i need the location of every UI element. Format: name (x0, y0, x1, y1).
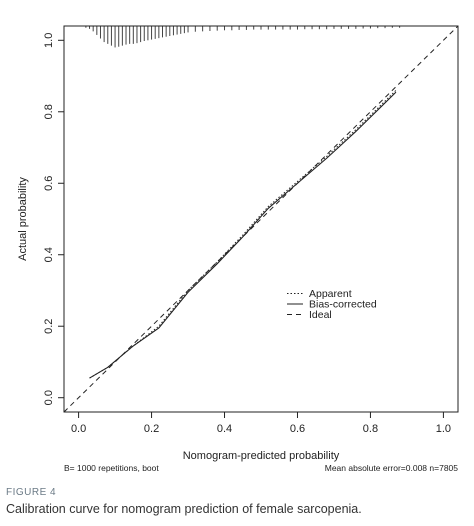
figure-caption: FIGURE 4 Calibration curve for nomogram … (6, 486, 470, 517)
x-tick-label: 0.4 (217, 423, 232, 435)
x-axis: 0.0 0.2 0.4 0.6 0.8 1.0 (71, 412, 451, 435)
legend-label: Ideal (309, 309, 332, 321)
x-tick-label: 0.2 (144, 423, 159, 435)
y-tick-label: 0.8 (43, 104, 55, 119)
x-tick-label: 1.0 (436, 423, 451, 435)
y-tick-label: 0.6 (43, 176, 55, 191)
x-tick-label: 0.6 (290, 423, 305, 435)
series-line-ideal (63, 25, 459, 413)
y-tick-label: 0.0 (43, 390, 55, 405)
series-line-apparent (89, 89, 397, 379)
legend-label: Apparent (309, 288, 352, 300)
calibration-chart: 0.0 0.2 0.4 0.6 0.8 1.0 0.0 0.2 0.4 0.6 0.8 1.0 No… (17, 25, 459, 473)
y-tick-label: 0.2 (43, 319, 55, 334)
chart-svg: 0.0 0.2 0.4 0.6 0.8 1.0 0.0 0.2 0.4 0.6 0.8 1.0 No… (17, 25, 459, 473)
figure-label: FIGURE 4 (6, 487, 57, 498)
series-layer (63, 25, 459, 413)
footnote-repetitions: B= 1000 repetitions, boot (64, 463, 159, 473)
series-line-bias-corrected (89, 91, 397, 379)
y-axis-title: Actual probability (17, 177, 29, 261)
x-tick-label: 0.0 (71, 423, 86, 435)
y-axis: 0.0 0.2 0.4 0.6 0.8 1.0 (43, 33, 64, 405)
y-tick-label: 0.4 (43, 247, 55, 262)
rug-layer (78, 25, 455, 48)
footnote-mean-error: Mean absolute error=0.008 n=7805 (325, 463, 459, 473)
y-tick-label: 1.0 (43, 33, 55, 48)
x-tick-label: 0.8 (363, 423, 378, 435)
legend-label: Bias-corrected (309, 299, 377, 311)
plot-frame (63, 25, 459, 413)
x-axis-title: Nomogram-predicted probability (183, 450, 340, 462)
figure-caption-text: Calibration curve for nomogram predictio… (6, 502, 362, 516)
